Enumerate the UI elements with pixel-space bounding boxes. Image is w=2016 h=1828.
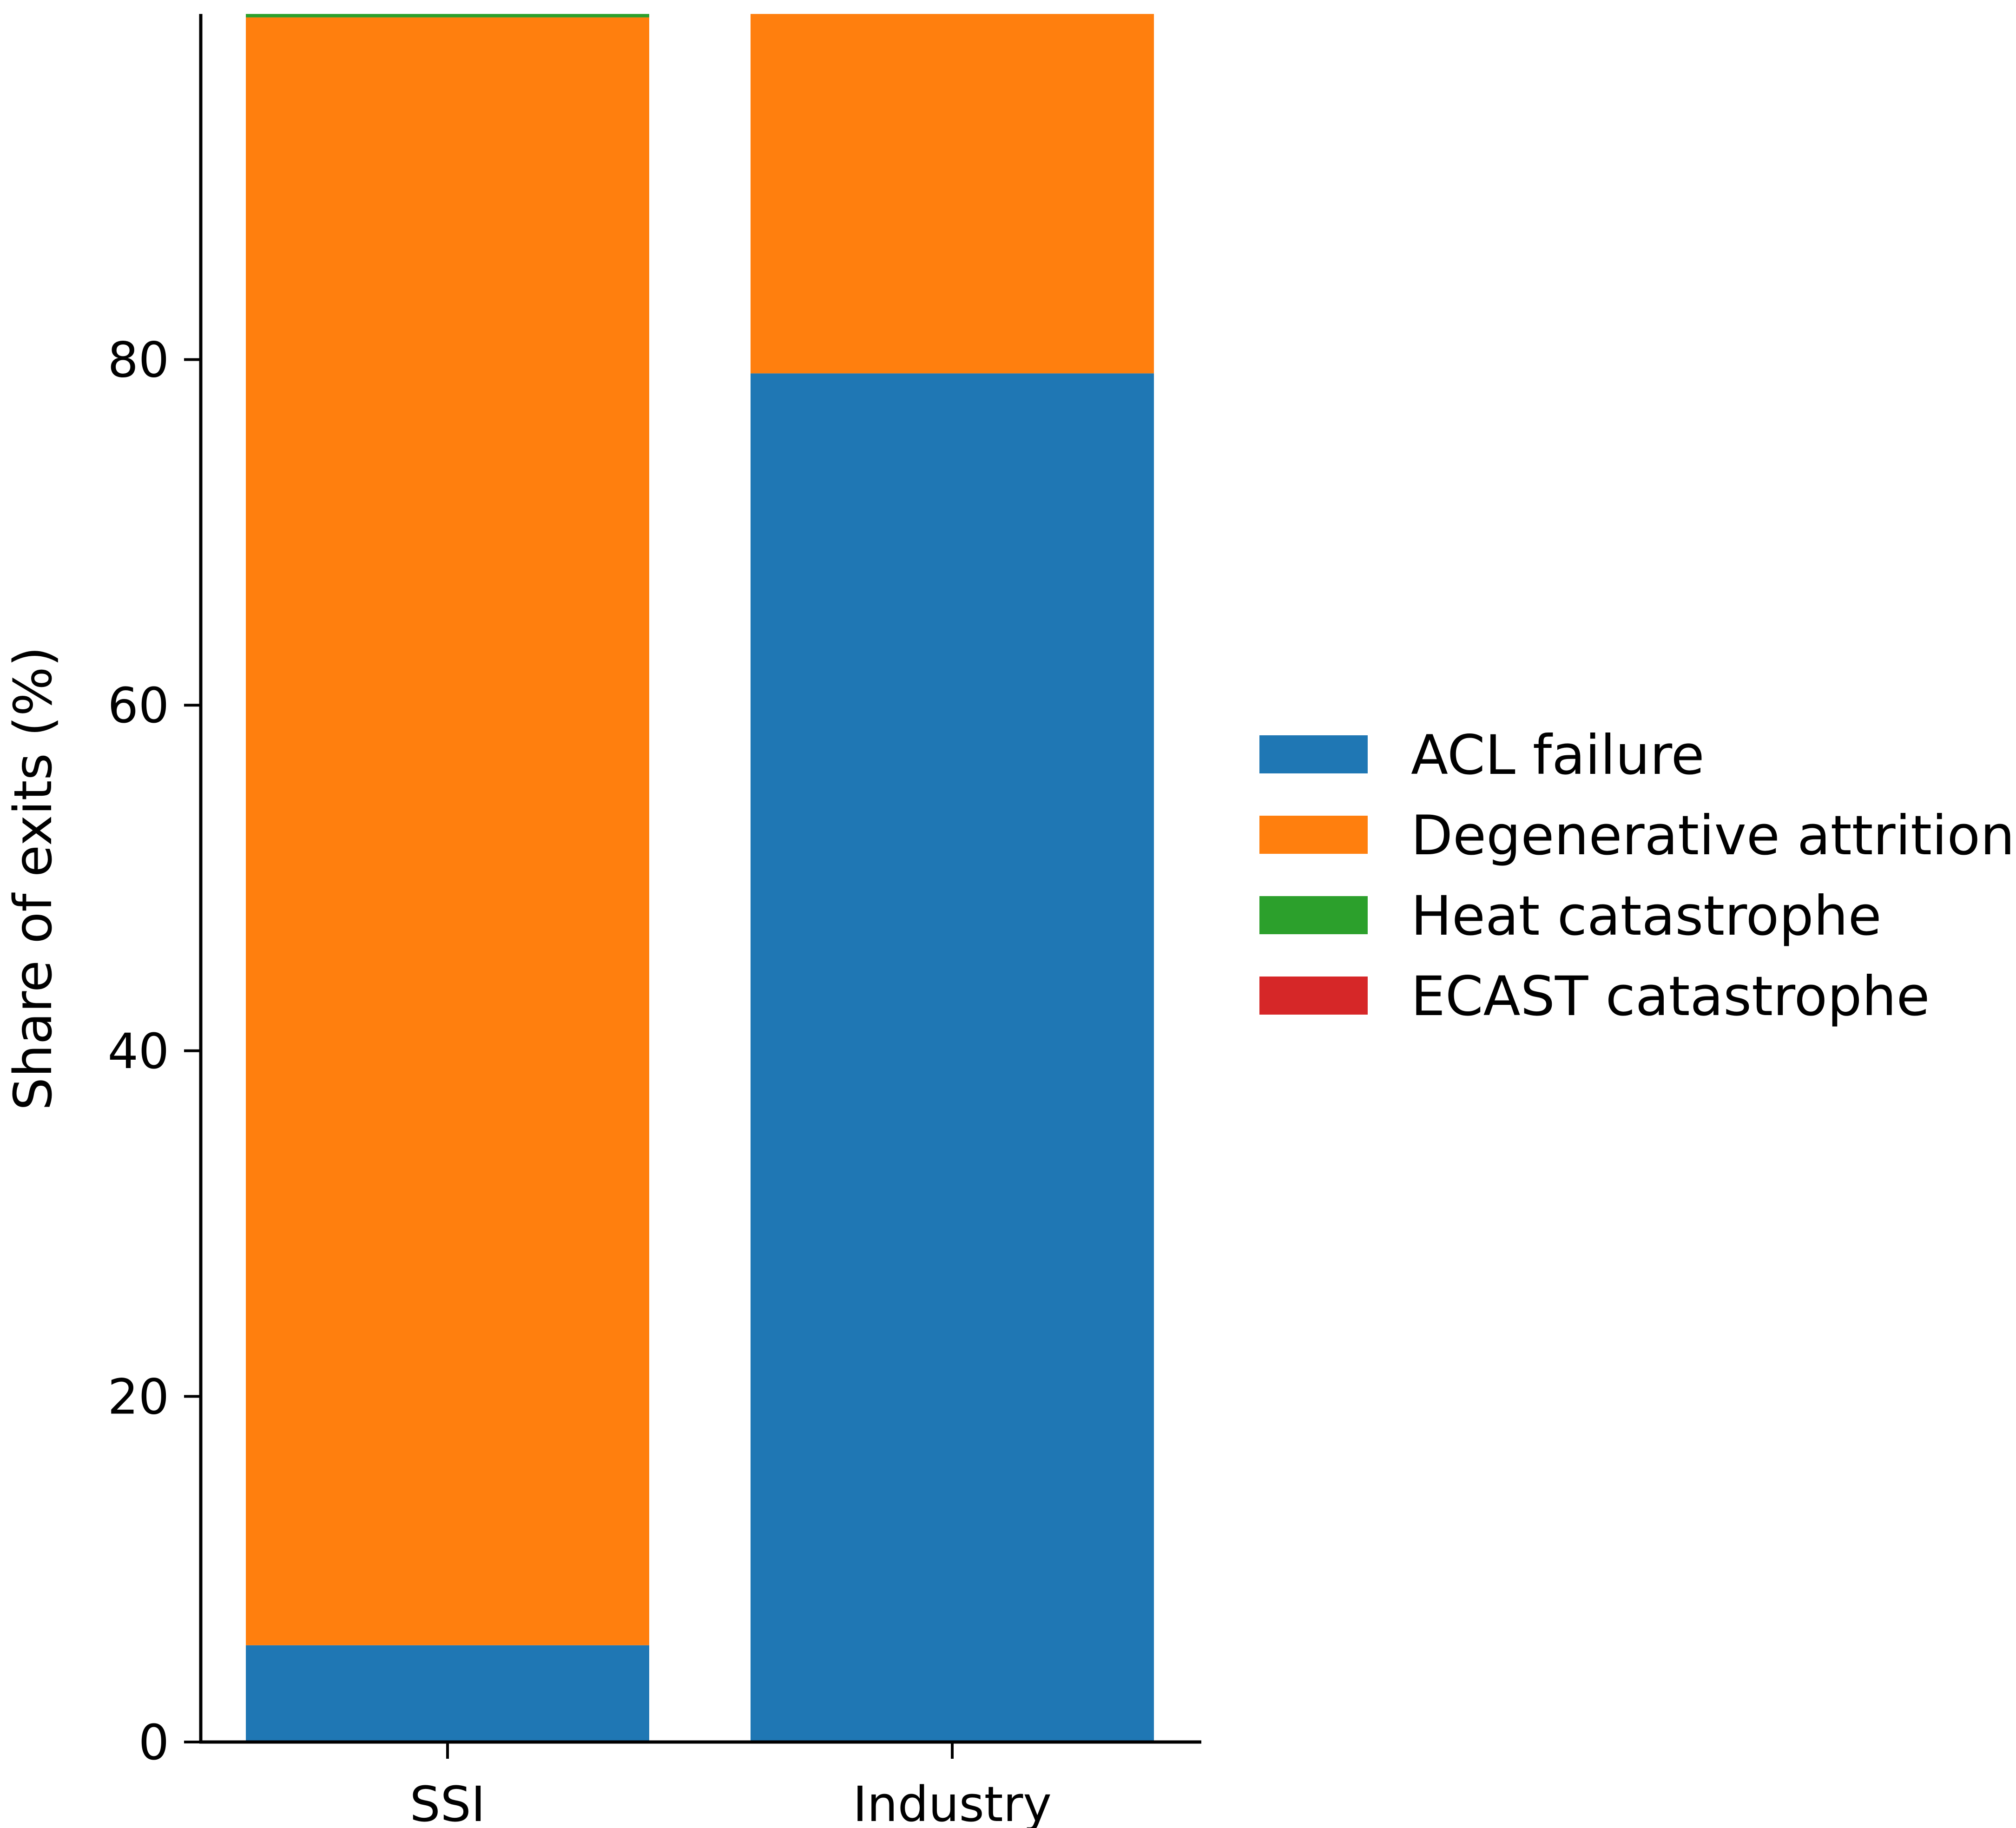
legend: ACL failure Degenerative attrition Heat ca…	[1259, 723, 2015, 1028]
y-tick-label: 80	[108, 332, 169, 389]
y-tick-label: 20	[108, 1368, 169, 1425]
legend-label: ECAST catastrophe	[1411, 964, 1930, 1028]
x-tick-label: SSI	[410, 1776, 486, 1828]
legend-swatch	[1259, 735, 1368, 773]
y-tick-label: 0	[138, 1714, 169, 1771]
legend-swatch	[1259, 816, 1368, 854]
legend-label: Degenerative attrition	[1411, 804, 2015, 867]
y-tick-label: 60	[108, 677, 169, 734]
y-axis-ticks: 0 20 40 60 80	[108, 332, 201, 1771]
legend-swatch	[1259, 977, 1368, 1015]
bar-industry-degenerative-attrition	[751, 14, 1154, 374]
legend-label: ACL failure	[1411, 723, 1705, 787]
y-axis-label: Share of exits (%)	[3, 647, 64, 1110]
legend-label: Heat catastrophe	[1411, 884, 1882, 948]
y-tick-label: 40	[108, 1023, 169, 1080]
bar-industry-acl-failure	[751, 373, 1154, 1742]
bar-ssi-acl-failure	[246, 1645, 649, 1742]
bar-ssi-degenerative-attrition	[246, 17, 649, 1645]
legend-swatch	[1259, 896, 1368, 934]
x-axis-ticks: SSI Industry	[410, 1742, 1052, 1828]
bars-group	[246, 14, 1154, 1742]
x-tick-label: Industry	[853, 1776, 1052, 1828]
bar-ssi-heat-catastrophe	[246, 14, 649, 18]
